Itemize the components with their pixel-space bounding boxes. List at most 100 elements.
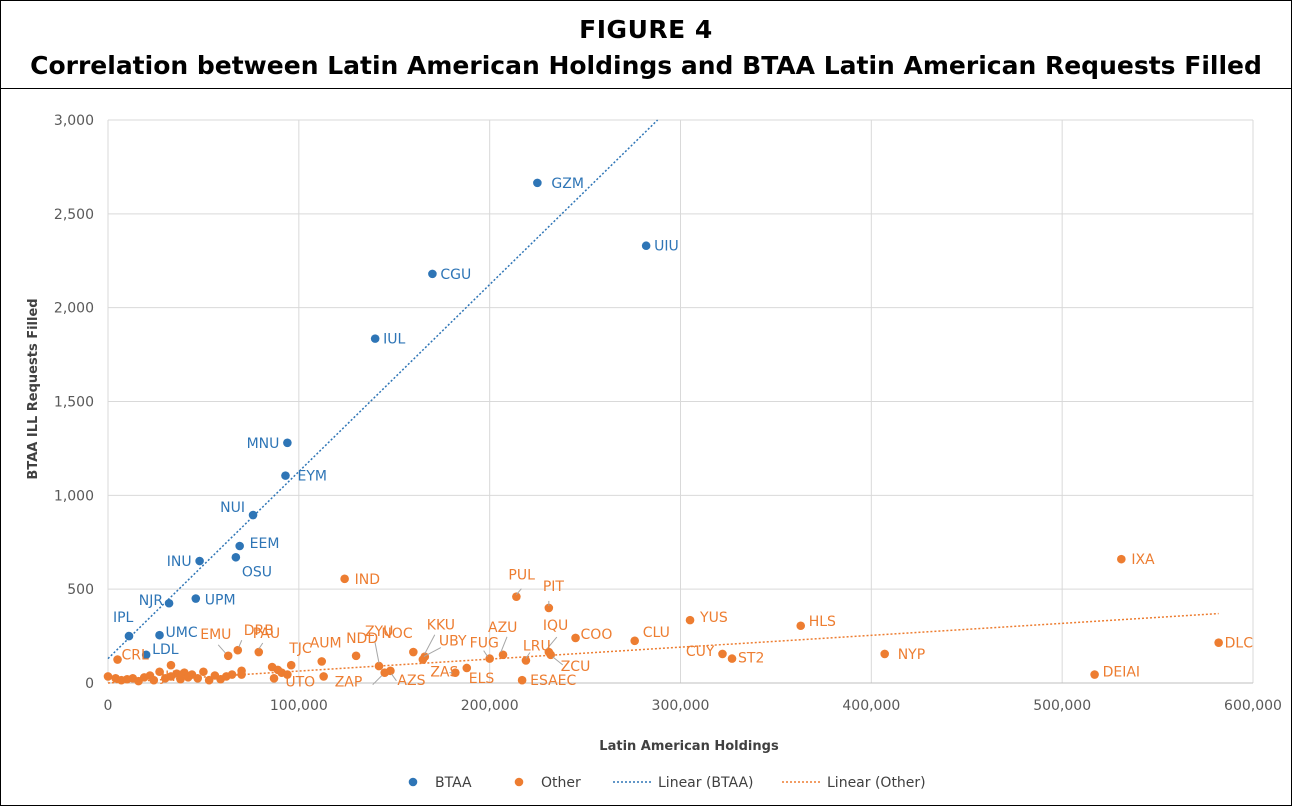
figure-label: FIGURE 4 bbox=[579, 15, 713, 44]
emu-point bbox=[223, 651, 233, 661]
nui-point bbox=[248, 510, 258, 520]
x-tick-label: 500,000 bbox=[1033, 698, 1091, 714]
njr-point bbox=[164, 598, 174, 608]
y-axis-title: BTAA ILL Requests Filled bbox=[26, 298, 41, 479]
unlabeled-point bbox=[155, 667, 164, 677]
ndd-label: NDD bbox=[346, 631, 378, 647]
noc-point bbox=[409, 647, 418, 657]
ipl-point bbox=[124, 631, 134, 641]
ind-label: IND bbox=[355, 572, 380, 588]
uby-label: UBY bbox=[439, 634, 467, 650]
deiai-label: DEIAI bbox=[1103, 665, 1140, 681]
legend: BTAA Other Linear (BTAA) Linear (Other) bbox=[408, 775, 926, 791]
label-leader-line bbox=[238, 639, 243, 648]
st2-point bbox=[727, 654, 737, 663]
kku-label: KKU bbox=[427, 618, 455, 634]
tjc-label: TJC bbox=[288, 641, 312, 657]
upm-point bbox=[191, 594, 201, 603]
uiu-point bbox=[641, 241, 651, 251]
hls-label: HLS bbox=[809, 614, 836, 630]
zas-point bbox=[451, 668, 460, 677]
zap-label: ZAP bbox=[335, 675, 363, 691]
unlabeled-point bbox=[103, 672, 113, 681]
unlabeled-point bbox=[149, 675, 159, 685]
pau-point bbox=[254, 647, 264, 657]
nyp-point bbox=[880, 649, 889, 659]
pul-point bbox=[512, 592, 521, 601]
cgu-point bbox=[428, 269, 437, 279]
label-leader-line bbox=[372, 675, 383, 686]
nui-label: NUI bbox=[220, 500, 245, 516]
umc-point bbox=[155, 630, 164, 640]
esaec-point bbox=[517, 675, 527, 685]
clu-label: CLU bbox=[643, 625, 670, 641]
y-tick-label: 1,000 bbox=[54, 488, 94, 504]
label-leader-line bbox=[546, 636, 558, 650]
ndd-point bbox=[351, 651, 361, 661]
figure-header: FIGURE 4 Correlation between Latin Ameri… bbox=[1, 1, 1291, 89]
unlabeled-point bbox=[319, 672, 328, 681]
label-leader-line bbox=[500, 636, 508, 653]
yus-label: YUS bbox=[699, 610, 728, 626]
legend-other-marker bbox=[514, 777, 524, 787]
aum-label: AUM bbox=[310, 635, 342, 651]
mnu-label: MNU bbox=[247, 436, 280, 452]
x-tick-label: 0 bbox=[104, 698, 113, 714]
azu-point bbox=[498, 650, 508, 660]
pau-label: PAU bbox=[253, 626, 280, 642]
figure-title: Correlation between Latin American Holdi… bbox=[30, 51, 1262, 80]
ixa-label: IXA bbox=[1131, 552, 1155, 568]
x-tick-label: 200,000 bbox=[461, 698, 519, 714]
umc-label: UMC bbox=[166, 625, 198, 641]
pit-point bbox=[544, 603, 554, 613]
cgu-label: CGU bbox=[440, 267, 471, 283]
ipl-label: IPL bbox=[113, 610, 134, 626]
unlabeled-point bbox=[193, 674, 202, 683]
zas-label: ZAS bbox=[430, 665, 458, 681]
label-leader-line bbox=[525, 652, 531, 659]
osu-label: OSU bbox=[242, 564, 272, 580]
hls-point bbox=[796, 621, 806, 631]
y-tick-label: 3,000 bbox=[54, 113, 94, 129]
unlabeled-point bbox=[227, 670, 237, 679]
x-tick-label: 600,000 bbox=[1224, 698, 1282, 714]
axis-ticks: 0 500 1,000 1,500 2,000 2,500 3,000 0 100,000 200… bbox=[54, 113, 1282, 714]
legend-other-text: Other bbox=[541, 775, 581, 791]
deiai-point bbox=[1090, 670, 1099, 679]
y-tick-label: 0 bbox=[85, 676, 94, 692]
cuy-point bbox=[718, 649, 727, 659]
aum-point bbox=[317, 657, 327, 666]
unlabeled-point bbox=[237, 670, 246, 679]
x-tick-label: 100,000 bbox=[270, 698, 328, 714]
inu-point bbox=[195, 556, 204, 566]
els-label: ELS bbox=[469, 671, 495, 687]
label-leader-line bbox=[515, 588, 522, 595]
drb-point bbox=[233, 645, 243, 655]
x-tick-label: 300,000 bbox=[652, 698, 710, 714]
x-tick-label: 400,000 bbox=[842, 698, 900, 714]
y-tick-label: 2,000 bbox=[54, 301, 94, 317]
ldl-point bbox=[141, 650, 151, 660]
njr-label: NJR bbox=[139, 593, 164, 609]
crl-label: CRL bbox=[122, 648, 150, 664]
dlc-point bbox=[1214, 638, 1223, 647]
data-points bbox=[103, 178, 1223, 686]
upm-label: UPM bbox=[205, 593, 236, 609]
els-point bbox=[462, 663, 472, 673]
yus-point bbox=[685, 615, 695, 625]
gridlines bbox=[107, 119, 1254, 684]
pul-label: PUL bbox=[508, 568, 535, 584]
zyu-point bbox=[374, 661, 384, 671]
unlabeled-point bbox=[176, 674, 185, 684]
emu-label: EMU bbox=[200, 627, 231, 643]
esaec-label: ESAEC bbox=[530, 673, 576, 689]
coo-label: COO bbox=[581, 627, 613, 643]
jhe-point bbox=[166, 660, 176, 670]
label-leader-line bbox=[423, 647, 442, 657]
nyp-label: NYP bbox=[898, 647, 925, 663]
legend-linear-other-text: Linear (Other) bbox=[827, 775, 926, 791]
osu-point bbox=[231, 552, 241, 562]
label-leader-line bbox=[217, 644, 226, 654]
